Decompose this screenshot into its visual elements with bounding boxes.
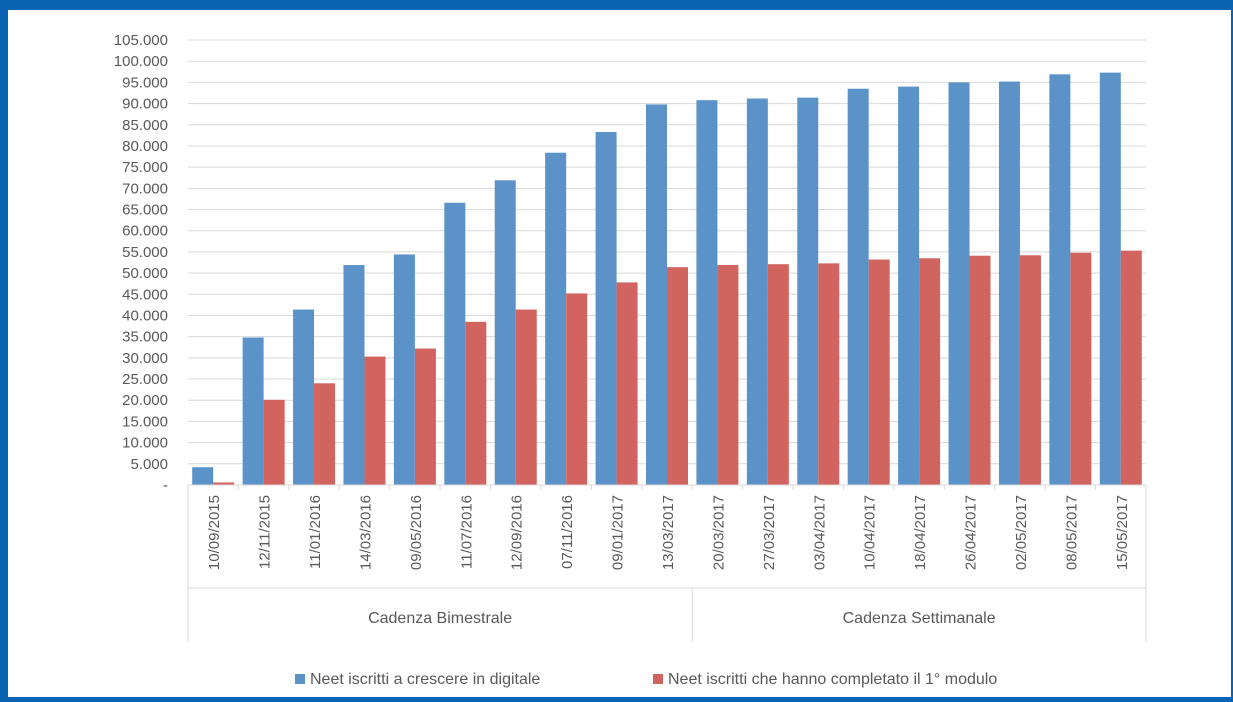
x-tick-label: 09/05/2016 — [408, 495, 425, 570]
bar-completato — [616, 282, 638, 485]
bar-iscritti — [948, 82, 970, 485]
y-tick-label: 90.000 — [122, 96, 168, 113]
x-tick-label: 26/04/2017 — [963, 495, 980, 570]
y-tick-label: 65.000 — [122, 202, 168, 219]
chart-panel: - 5.000 10.000 15.000 20.000 25.000 30.000 35.0… — [8, 10, 1231, 697]
bar-iscritti — [242, 337, 264, 485]
bar-iscritti — [192, 467, 214, 485]
y-tick-label: 75.000 — [122, 159, 168, 176]
bar-completato — [566, 293, 588, 485]
legend-label: Neet iscritti a crescere in digitale — [310, 671, 540, 688]
bar-iscritti — [898, 86, 920, 485]
x-tick-label: 13/03/2017 — [660, 495, 677, 570]
x-tick-label: 03/04/2017 — [811, 495, 828, 570]
bar-completato — [717, 265, 739, 485]
axes: - 5.000 10.000 15.000 20.000 25.000 30.000 35.0… — [114, 32, 1147, 642]
bar-completato — [767, 264, 789, 485]
bar-iscritti — [494, 180, 516, 485]
bar-completato — [364, 356, 386, 485]
group-label: Cadenza Settimanale — [843, 610, 996, 627]
x-tick-label: 07/11/2016 — [559, 495, 576, 569]
bar-completato — [1120, 250, 1142, 485]
y-tick-label: 50.000 — [122, 265, 168, 282]
legend: Neet iscritti a crescere in digitale Neet… — [295, 671, 997, 688]
group-label: Cadenza Bimestrale — [368, 610, 512, 627]
x-tick-label: 09/01/2017 — [610, 495, 627, 570]
bar-completato — [1070, 252, 1092, 485]
bar-iscritti — [595, 131, 617, 485]
x-tick-label: 10/04/2017 — [862, 495, 879, 570]
legend-swatch — [653, 674, 663, 684]
y-tick-label: 40.000 — [122, 307, 168, 324]
bars — [192, 72, 1142, 486]
bar-iscritti — [545, 152, 567, 485]
bar-completato — [414, 348, 436, 485]
bar-iscritti — [696, 100, 718, 485]
y-tick-label: 80.000 — [122, 138, 168, 155]
y-tick-label: 35.000 — [122, 329, 168, 346]
bar-iscritti — [797, 97, 819, 485]
bar-iscritti — [393, 254, 415, 485]
y-tick-label: 15.000 — [122, 413, 168, 430]
y-tick-label: 25.000 — [122, 371, 168, 388]
bar-completato — [868, 259, 890, 485]
legend-swatch — [295, 674, 305, 684]
x-tick-label: 20/03/2017 — [710, 495, 727, 570]
y-tick-label: - — [163, 477, 168, 494]
y-tick-label: 30.000 — [122, 350, 168, 367]
y-tick-label: 105.000 — [114, 32, 168, 49]
bar-completato — [263, 399, 285, 485]
x-tick-label: 12/09/2016 — [509, 495, 526, 570]
y-tick-label: 70.000 — [122, 180, 168, 197]
bar-completato — [213, 482, 235, 485]
y-tick-label: 100.000 — [114, 53, 168, 70]
bar-completato — [969, 255, 991, 485]
x-tick-label: 11/01/2016 — [307, 495, 324, 569]
bar-iscritti — [293, 309, 315, 485]
y-tick-label: 10.000 — [122, 435, 168, 452]
x-tick-label: 10/09/2015 — [206, 495, 223, 570]
y-tick-label: 60.000 — [122, 223, 168, 240]
bar-completato — [919, 258, 941, 485]
y-tick-label: 55.000 — [122, 244, 168, 261]
bar-completato — [465, 321, 487, 485]
y-tick-label: 5.000 — [130, 456, 168, 473]
bar-iscritti — [444, 202, 466, 485]
bar-iscritti — [1049, 74, 1071, 485]
bar-iscritti — [847, 88, 869, 485]
bar-completato — [818, 263, 840, 485]
bar-chart: - 5.000 10.000 15.000 20.000 25.000 30.000 35.0… — [114, 32, 1147, 688]
bar-iscritti — [646, 104, 667, 486]
y-tick-label: 45.000 — [122, 286, 168, 303]
x-tick-label: 27/03/2017 — [761, 495, 778, 570]
x-tick-label: 08/05/2017 — [1063, 495, 1080, 570]
x-tick-label: 12/11/2015 — [257, 495, 274, 569]
bar-iscritti — [746, 98, 768, 485]
legend-label: Neet iscritti che hanno completato il 1°… — [668, 671, 997, 688]
bar-completato — [314, 383, 336, 485]
y-tick-label: 20.000 — [122, 392, 168, 409]
bar-completato — [667, 267, 688, 485]
bar-completato — [515, 309, 537, 485]
y-tick-label: 95.000 — [122, 74, 168, 91]
x-tick-label: 15/05/2017 — [1114, 495, 1131, 570]
x-tick-label: 18/04/2017 — [912, 495, 929, 570]
x-tick-label: 02/05/2017 — [1013, 495, 1030, 570]
bar-completato — [1019, 255, 1041, 485]
x-tick-label: 11/07/2016 — [458, 495, 475, 569]
bar-iscritti — [998, 81, 1020, 486]
bar-iscritti — [343, 265, 365, 485]
x-tick-label: 14/03/2016 — [357, 495, 374, 570]
bar-iscritti — [1099, 72, 1121, 485]
y-tick-label: 85.000 — [122, 117, 168, 134]
